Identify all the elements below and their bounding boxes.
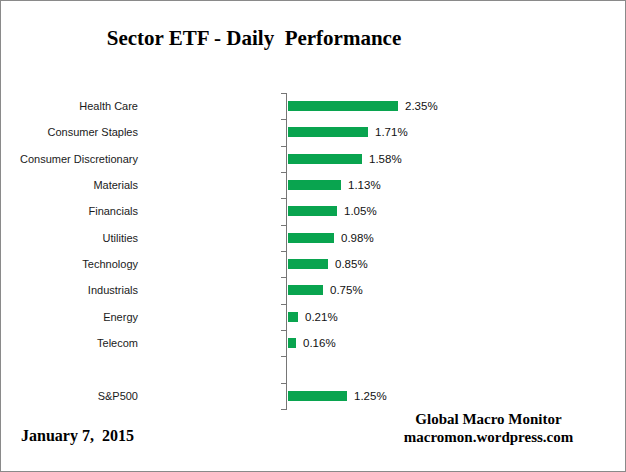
bar [288, 338, 296, 348]
chart-row: Financials 1.05% [1, 198, 626, 224]
attribution-line2: macromon.wordpress.com [386, 428, 591, 446]
category-label [1, 356, 138, 382]
chart-row: Technology 0.85% [1, 251, 626, 277]
chart-row: Industrials 0.75% [1, 277, 626, 303]
chart-row: Utilities 0.98% [1, 225, 626, 251]
bar [288, 127, 368, 137]
value-label: 2.35% [405, 93, 438, 119]
category-label: Materials [1, 172, 138, 198]
chart-row [1, 356, 626, 382]
chart-row: Materials 1.13% [1, 172, 626, 198]
axis-tick [281, 409, 287, 410]
bar [288, 233, 334, 243]
value-label: 1.71% [375, 119, 408, 145]
bar [288, 391, 347, 401]
value-label: 0.98% [341, 225, 374, 251]
category-label: Energy [1, 304, 138, 330]
category-label: Utilities [1, 225, 138, 251]
bar [288, 312, 298, 322]
category-label: S&P500 [1, 383, 138, 409]
value-label: 0.16% [303, 330, 336, 356]
chart-row: Energy 0.21% [1, 304, 626, 330]
value-label: 1.05% [344, 198, 377, 224]
category-label: Telecom [1, 330, 138, 356]
category-label: Consumer Discretionary [1, 146, 138, 172]
chart-row: Health Care 2.35% [1, 93, 626, 119]
chart-title: Sector ETF - Daily Performance [1, 26, 507, 51]
bar [288, 206, 337, 216]
category-label: Industrials [1, 277, 138, 303]
category-label: Financials [1, 198, 138, 224]
value-label: 1.13% [348, 172, 381, 198]
category-label: Technology [1, 251, 138, 277]
bar [288, 101, 398, 111]
value-label: 1.25% [354, 383, 387, 409]
chart-frame: Sector ETF - Daily Performance January 7… [0, 0, 626, 472]
bar [288, 259, 328, 269]
value-label: 0.85% [335, 251, 368, 277]
category-label: Consumer Staples [1, 119, 138, 145]
bar [288, 180, 341, 190]
attribution-line1: Global Macro Monitor [386, 410, 591, 428]
attribution: Global Macro Monitor macromon.wordpress.… [386, 410, 591, 446]
chart-row: Consumer Staples 1.71% [1, 119, 626, 145]
date-label: January 7, 2015 [21, 427, 134, 445]
bar [288, 285, 323, 295]
value-label: 0.21% [305, 304, 338, 330]
chart-row: Telecom 0.16% [1, 330, 626, 356]
bar [288, 154, 362, 164]
category-label: Health Care [1, 93, 138, 119]
chart-row: S&P500 1.25% [1, 383, 626, 409]
chart-row: Consumer Discretionary 1.58% [1, 146, 626, 172]
value-label: 1.58% [369, 146, 402, 172]
value-label: 0.75% [330, 277, 363, 303]
